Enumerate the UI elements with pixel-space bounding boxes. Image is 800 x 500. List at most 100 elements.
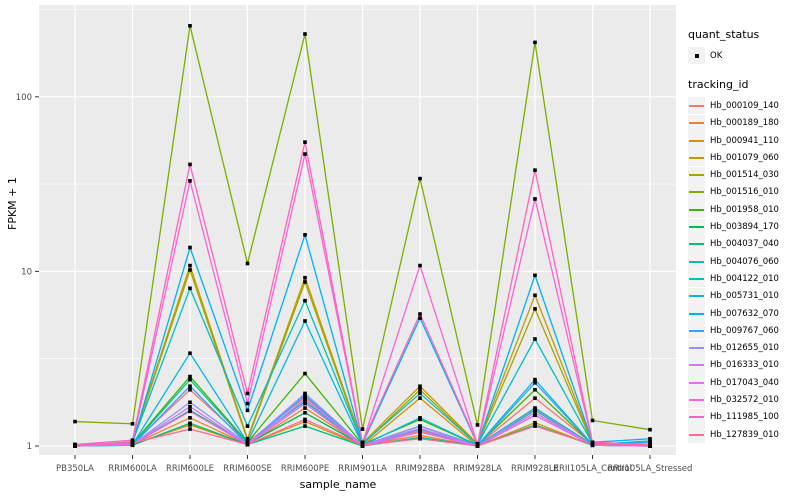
data-point	[533, 420, 537, 425]
legend-item-Hb_000109_140: Hb_000109_140	[688, 97, 800, 115]
data-point	[590, 440, 595, 445]
legend-item-label: Hb_009767_060	[710, 325, 779, 336]
x-tick-label: RRIM928LA	[453, 464, 502, 474]
data-point	[303, 275, 307, 280]
legend-key-box	[688, 391, 705, 409]
data-point	[303, 233, 307, 237]
line-swatch-icon	[689, 156, 704, 159]
legend-tracking-id-block: tracking_id Hb_000109_140 Hb_000189_180 Hb…	[688, 78, 800, 444]
data-point	[533, 40, 537, 45]
data-point	[418, 263, 422, 268]
data-point	[188, 286, 192, 291]
data-point	[418, 176, 422, 181]
legend-item-Hb_009767_060: Hb_009767_060	[688, 322, 800, 340]
y-tick-label: 1	[27, 442, 32, 452]
legend-item-label: Hb_127839_010	[710, 429, 779, 440]
line-swatch-icon	[689, 122, 704, 125]
legend-item-label: Hb_005731_010	[710, 291, 779, 302]
data-point	[303, 393, 307, 398]
data-point	[245, 391, 250, 396]
data-point	[533, 396, 537, 400]
data-point	[188, 387, 192, 392]
data-point	[418, 391, 422, 396]
legend-item-Hb_004037_040: Hb_004037_040	[688, 235, 800, 253]
data-point	[648, 436, 652, 441]
data-point	[303, 410, 307, 415]
data-point	[303, 401, 307, 406]
data-point	[188, 351, 192, 356]
data-point	[303, 391, 307, 396]
legend-item-Hb_007632_070: Hb_007632_070	[688, 305, 800, 322]
legend-item-label: Hb_001958_010	[710, 204, 779, 215]
legend-key-box	[688, 287, 705, 305]
data-point	[303, 397, 307, 402]
data-point	[188, 421, 192, 426]
legend-item-Hb_032572_010: Hb_032572_010	[688, 391, 800, 409]
line-swatch-icon	[689, 433, 704, 436]
legend-key-box	[688, 270, 705, 288]
legend-key-box	[688, 426, 705, 444]
data-point	[418, 384, 422, 389]
data-point	[188, 24, 192, 28]
legend-key-box	[688, 356, 705, 374]
y-tick-label: 10	[21, 267, 32, 277]
data-point	[533, 407, 537, 412]
legend-key-box	[688, 149, 705, 167]
line-swatch-icon	[689, 312, 704, 315]
data-point	[188, 179, 192, 183]
legend-title-tracking-id: tracking_id	[688, 78, 749, 92]
data-point	[648, 440, 652, 445]
data-point	[188, 416, 192, 420]
y-axis-title: FPKM + 1	[6, 177, 19, 230]
legend-quant-status-block: quant_status OK	[688, 28, 800, 65]
line-swatch-icon	[689, 208, 704, 211]
legend-item-Hb_012655_010: Hb_012655_010	[688, 339, 800, 357]
data-point	[533, 337, 537, 341]
legend-item-Hb_000941_110: Hb_000941_110	[688, 132, 800, 150]
legend-item-Hb_000189_180: Hb_000189_180	[688, 114, 800, 132]
data-point	[303, 32, 307, 36]
data-point	[418, 436, 422, 441]
data-point	[303, 140, 307, 144]
legend-key-box	[688, 408, 705, 426]
legend-item-Hb_016333_010: Hb_016333_010	[688, 356, 800, 374]
data-point	[533, 381, 537, 385]
data-point	[188, 263, 192, 268]
data-point	[418, 424, 422, 428]
line-swatch-icon	[689, 260, 704, 263]
data-point	[188, 245, 192, 250]
line-swatch-icon	[689, 104, 704, 107]
x-tick-label: RRIM600PE	[281, 464, 329, 474]
line-swatch-icon	[689, 277, 704, 280]
legend-item-label: OK	[710, 50, 723, 61]
data-point	[130, 438, 135, 442]
legend-item-label: Hb_032572_010	[710, 394, 779, 405]
data-point	[533, 307, 537, 311]
line-swatch-icon	[689, 174, 704, 177]
line-swatch-icon	[689, 243, 704, 246]
data-point	[130, 441, 135, 445]
data-point	[188, 377, 192, 382]
data-point	[188, 374, 192, 379]
legend-item-Hb_004122_010: Hb_004122_010	[688, 270, 800, 288]
line-swatch-icon	[689, 329, 704, 332]
data-point	[418, 312, 422, 316]
data-point	[188, 162, 192, 167]
data-point	[303, 319, 307, 323]
data-point	[475, 444, 480, 448]
data-point	[418, 316, 422, 320]
legend-item-Hb_111985_100: Hb_111985_100	[688, 408, 800, 426]
data-point	[188, 427, 192, 431]
data-point	[245, 442, 250, 447]
data-point	[533, 424, 537, 428]
legend-key-box	[688, 339, 705, 357]
legend-item-Hb_001516_010: Hb_001516_010	[688, 183, 800, 201]
data-point	[245, 438, 250, 442]
legend-key-box	[688, 374, 705, 392]
data-point	[303, 419, 307, 424]
data-point	[245, 408, 250, 413]
legend-item-label: Hb_000189_180	[710, 118, 779, 129]
x-tick-label: RRIM600SE	[223, 464, 272, 474]
data-point	[303, 280, 307, 284]
